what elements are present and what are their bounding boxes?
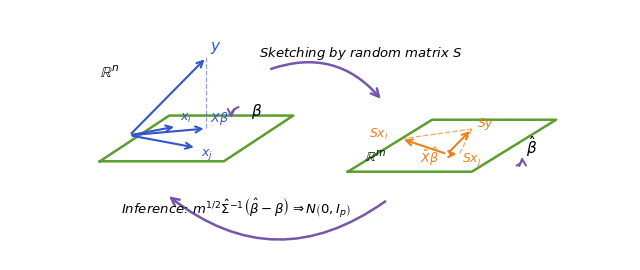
- Text: $\mathbb{R}^n$: $\mathbb{R}^n$: [100, 65, 119, 81]
- Text: $\tilde{X}\hat{\beta}$: $\tilde{X}\hat{\beta}$: [420, 146, 438, 168]
- Text: Inference: $m^{1/2}\hat{\Sigma}^{-1}\left(\hat{\beta}-\beta\right)\Rightarrow N\: Inference: $m^{1/2}\hat{\Sigma}^{-1}\lef…: [121, 197, 351, 220]
- Text: $X\beta$: $X\beta$: [211, 110, 229, 127]
- Text: $\beta$: $\beta$: [251, 102, 262, 121]
- Text: $Sy$: $Sy$: [477, 116, 494, 132]
- Text: $x_j$: $x_j$: [200, 147, 212, 162]
- Text: $\mathbb{R}^m$: $\mathbb{R}^m$: [365, 148, 387, 164]
- Text: $Sx_i$: $Sx_i$: [369, 127, 389, 142]
- Text: $Sx_j$: $Sx_j$: [462, 151, 482, 168]
- Text: $x_i$: $x_i$: [180, 112, 192, 125]
- Text: Sketching by random matrix $S$: Sketching by random matrix $S$: [259, 45, 462, 62]
- Text: $\hat{\beta}$: $\hat{\beta}$: [527, 134, 538, 159]
- Text: $y$: $y$: [210, 40, 221, 56]
